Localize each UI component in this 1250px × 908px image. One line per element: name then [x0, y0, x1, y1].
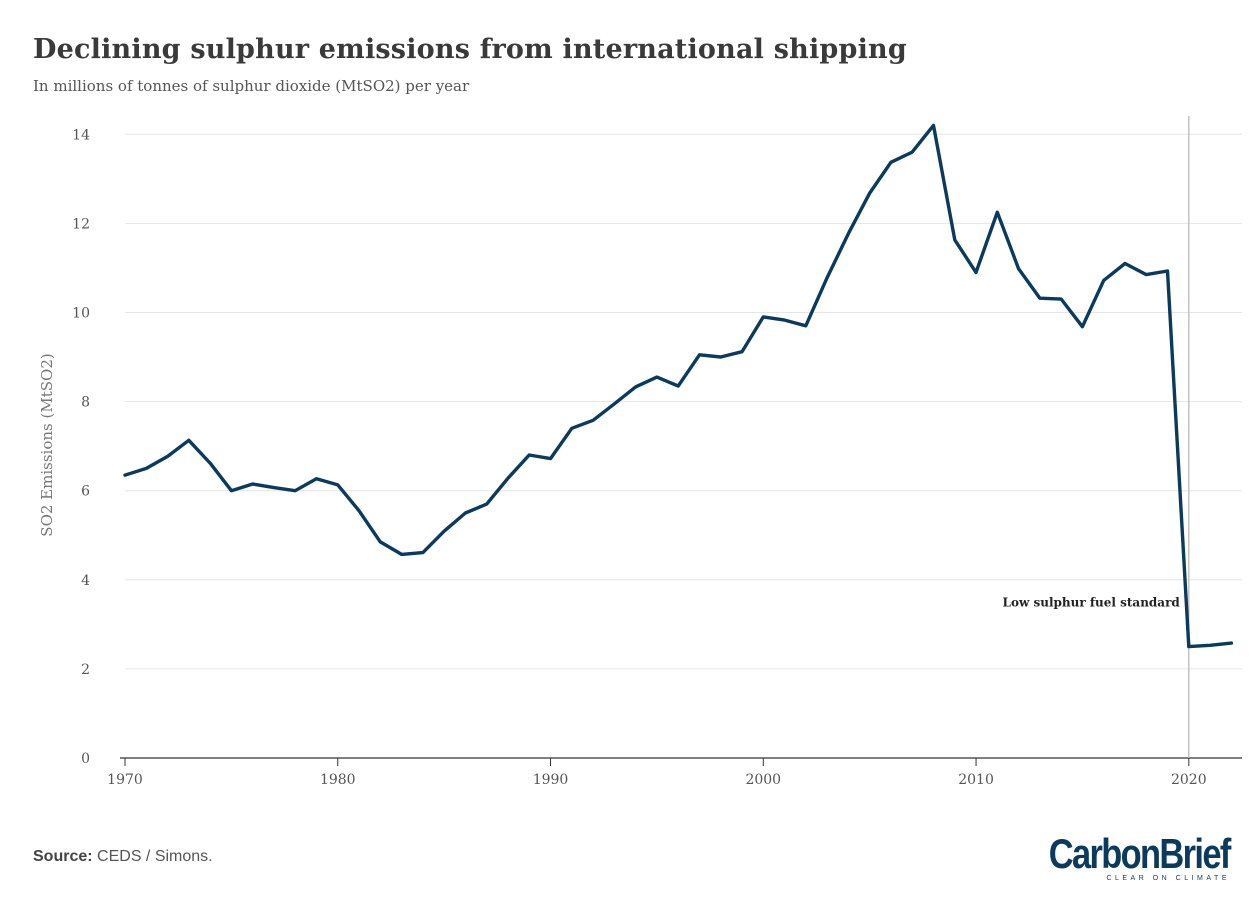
- y-tick-label-6: 6: [81, 484, 90, 500]
- x-tick-label-1970: 1970: [107, 772, 143, 788]
- x-tick-label-2020: 2020: [1171, 772, 1207, 788]
- y-axis-ticks: 0 2 4 6 8 10 12 14: [72, 127, 90, 767]
- y-tick-label-0: 0: [81, 751, 90, 767]
- source-note: Source: CEDS / Simons.: [33, 848, 213, 866]
- x-tick-label-2010: 2010: [958, 772, 994, 788]
- annotation-label: Low sulphur fuel standard: [1003, 595, 1181, 609]
- y-tick-label-8: 8: [81, 395, 90, 411]
- y-tick-label-10: 10: [72, 305, 90, 321]
- series-line-0: [123, 123, 1234, 649]
- y-tick-label-2: 2: [81, 662, 90, 678]
- logo-wordmark: CarbonBrief: [1049, 830, 1232, 877]
- y-tick-label-4: 4: [81, 573, 90, 589]
- y-axis-label: SO2 Emissions (MtSO2): [38, 353, 56, 536]
- y-tick-label-12: 12: [72, 216, 90, 232]
- carbonbrief-logo: CarbonBrief CLEAR ON CLIMATE: [1009, 830, 1232, 883]
- gridlines: [125, 133, 1242, 670]
- y-tick-label-14: 14: [72, 127, 90, 143]
- source-text: CEDS / Simons.: [97, 848, 213, 865]
- x-tick-label-1980: 1980: [320, 772, 356, 788]
- chart-subtitle: In millions of tonnes of sulphur dioxide…: [33, 77, 470, 95]
- chart-title: Declining sulphur emissions from interna…: [33, 34, 907, 65]
- series-group: [123, 123, 1234, 649]
- x-tick-label-2000: 2000: [745, 772, 781, 788]
- source-label: Source:: [33, 848, 93, 865]
- logo-tagline: CLEAR ON CLIMATE: [1106, 875, 1230, 882]
- x-axis: 1970 1980 1990 2000 2010 2020: [107, 757, 1242, 788]
- x-tick-label-1990: 1990: [533, 772, 569, 788]
